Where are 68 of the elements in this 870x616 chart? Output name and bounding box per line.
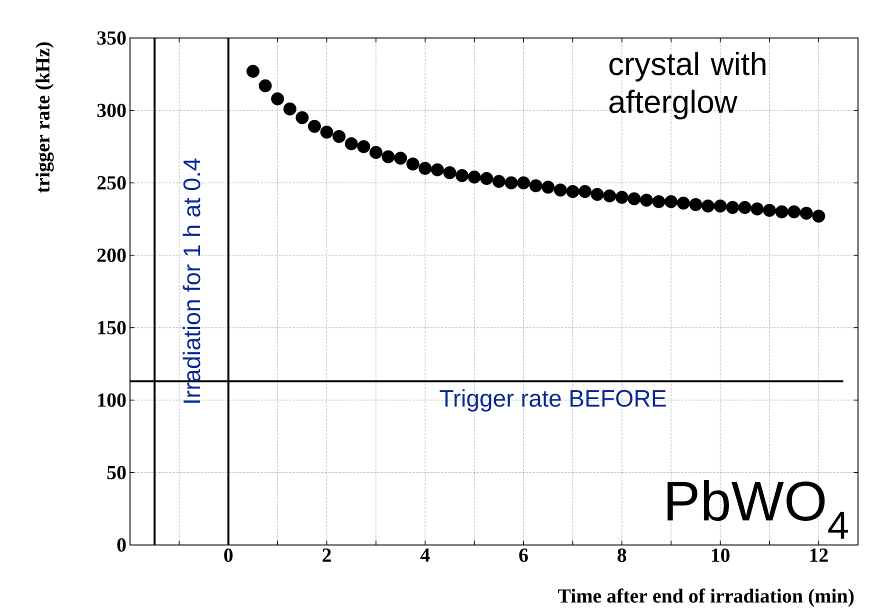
point: [283, 102, 296, 116]
point: [258, 79, 272, 92]
x-tick-label: 6: [519, 548, 528, 562]
annotation: PbWO$_{4}$: [668, 480, 848, 539]
y-tick-label: 100: [98, 393, 126, 407]
point: [664, 195, 678, 208]
point: [566, 185, 580, 198]
point: [504, 176, 518, 190]
point: [529, 179, 542, 192]
point: [542, 180, 555, 194]
annotation: Irradiation for 1 h at 0.4: [182, 158, 200, 403]
point: [492, 174, 506, 188]
annotation: crystal with afterglow: [609, 52, 766, 120]
point: [714, 200, 727, 213]
point: [394, 152, 408, 165]
ref-line-label: Trigger rate BEFORE: [440, 389, 666, 412]
point: [517, 176, 530, 190]
point: [812, 210, 826, 223]
point: [640, 194, 653, 207]
point: [628, 192, 641, 206]
point: [271, 92, 284, 106]
point: [296, 111, 309, 124]
y-tick-label: 300: [97, 104, 126, 118]
x-tick-label: 0: [224, 548, 233, 562]
point: [750, 202, 764, 216]
point: [701, 200, 714, 213]
point: [738, 200, 752, 214]
y-tick-label: 50: [107, 466, 126, 480]
x-tick-label: 2: [322, 548, 331, 562]
y-tick-label: 350: [97, 31, 126, 45]
point: [652, 195, 666, 208]
y-axis-title: trigger rate (kHz): [36, 42, 54, 193]
point: [430, 163, 444, 176]
x-tick-label: 8: [618, 548, 626, 562]
point: [775, 205, 788, 218]
point: [344, 137, 358, 150]
point: [468, 170, 481, 184]
x-axis-title: Time after end of irradiation (min): [558, 588, 854, 607]
point: [676, 196, 690, 210]
point: [246, 64, 260, 78]
point: [554, 184, 567, 197]
point: [615, 190, 628, 204]
y-tick-label: 250: [97, 176, 126, 190]
x-tick-label: 10: [712, 548, 730, 562]
point: [590, 188, 604, 201]
point: [320, 126, 334, 139]
y-tick-label: 0: [117, 538, 126, 552]
point: [726, 200, 740, 214]
point: [308, 120, 321, 133]
point: [369, 146, 382, 159]
point: [456, 169, 469, 182]
point: [603, 189, 616, 202]
point: [762, 204, 776, 217]
point: [689, 198, 702, 212]
point: [382, 150, 395, 164]
point: [480, 172, 494, 185]
point: [443, 166, 456, 180]
point: [578, 185, 592, 198]
x-tick-label: 12: [810, 548, 828, 562]
point: [418, 162, 432, 175]
point: [357, 140, 370, 154]
x-tick-label: 4: [420, 548, 430, 562]
y-tick-label: 150: [98, 320, 126, 334]
y-tick-label: 200: [97, 248, 126, 262]
point: [332, 130, 346, 143]
point: [788, 205, 801, 218]
point: [406, 158, 420, 171]
point: [800, 206, 813, 220]
